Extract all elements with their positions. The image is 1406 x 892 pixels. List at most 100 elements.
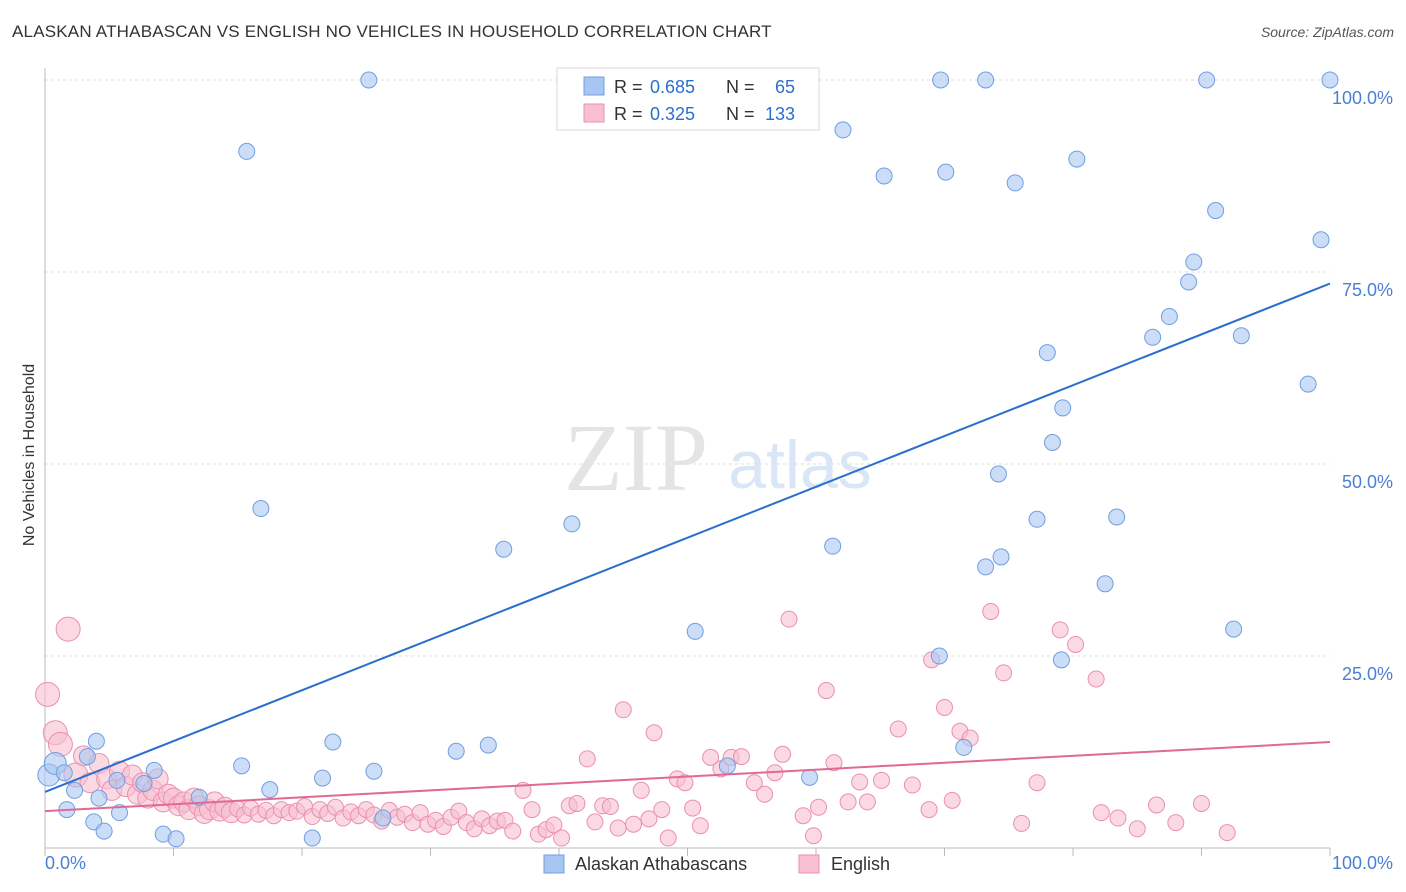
english-point-74 bbox=[553, 829, 571, 847]
athabascan-point-15 bbox=[167, 830, 185, 848]
gridlines bbox=[45, 79, 1330, 657]
athabascan-point-19 bbox=[252, 500, 270, 518]
athabascan-n-value: 65 bbox=[775, 77, 795, 97]
english-point-87 bbox=[653, 801, 671, 819]
athabascan-point-24 bbox=[360, 71, 378, 89]
english-point-129 bbox=[1148, 796, 1166, 814]
english-point-124 bbox=[1067, 635, 1085, 653]
english-point-103 bbox=[804, 827, 822, 845]
athabascan-point-51 bbox=[1068, 150, 1086, 168]
english-point-77 bbox=[578, 750, 596, 768]
english-point-81 bbox=[609, 819, 627, 837]
athabascan-r-label: R = bbox=[614, 77, 643, 97]
english-point-84 bbox=[632, 781, 650, 799]
athabascan-point-28 bbox=[479, 736, 497, 754]
athabascan-point-40 bbox=[955, 738, 973, 756]
english-point-132 bbox=[1218, 824, 1236, 842]
english-point-92 bbox=[691, 817, 709, 835]
athabascan-point-9 bbox=[95, 822, 113, 840]
series-legend: Alaskan Athabascans English bbox=[543, 854, 890, 874]
english-point-91 bbox=[684, 799, 702, 817]
english-point-107 bbox=[839, 793, 857, 811]
english-point-78 bbox=[586, 813, 604, 831]
watermark-atlas: atlas bbox=[728, 427, 872, 503]
english-point-3 bbox=[55, 616, 81, 642]
y-tick-labels: 25.0% 50.0% 75.0% 100.0% bbox=[1332, 88, 1393, 684]
athabascan-point-61 bbox=[1232, 327, 1250, 345]
athabascan-point-49 bbox=[1052, 651, 1070, 669]
athabascan-point-18 bbox=[238, 142, 256, 160]
english-point-116 bbox=[943, 791, 961, 809]
athabascan-point-41 bbox=[977, 71, 995, 89]
x-tick-labels: 0.0% 100.0% bbox=[45, 853, 1393, 873]
english-point-112 bbox=[903, 776, 921, 794]
english-point-127 bbox=[1109, 809, 1127, 827]
athabascan-point-29 bbox=[495, 540, 513, 558]
english-point-128 bbox=[1128, 820, 1146, 838]
athabascan-point-46 bbox=[1028, 510, 1046, 528]
athabascan-point-53 bbox=[1108, 508, 1126, 526]
athabascan-point-17 bbox=[233, 757, 251, 775]
athabascan-point-63 bbox=[1312, 231, 1330, 249]
athabascan-point-32 bbox=[718, 757, 736, 775]
athabascan-swatch bbox=[583, 76, 605, 96]
athabascan-point-34 bbox=[824, 537, 842, 555]
english-point-106 bbox=[825, 754, 843, 772]
legend-swatch-english bbox=[798, 854, 820, 874]
athabascan-point-25 bbox=[365, 762, 383, 780]
watermark-zip: ZIP bbox=[564, 404, 708, 511]
y-tick-label: 50.0% bbox=[1342, 472, 1393, 492]
english-point-0 bbox=[35, 681, 61, 707]
english-point-82 bbox=[614, 701, 632, 719]
trend-lines bbox=[44, 282, 1331, 813]
english-point-97 bbox=[745, 774, 763, 792]
athabascan-point-35 bbox=[834, 121, 852, 139]
athabascan-point-48 bbox=[1043, 433, 1061, 451]
english-point-76 bbox=[568, 794, 586, 812]
english-point-93 bbox=[702, 748, 720, 766]
english-r-value: 0.325 bbox=[650, 104, 695, 124]
english-point-100 bbox=[774, 745, 792, 763]
athabascan-point-10 bbox=[111, 804, 129, 822]
athabascan-point-55 bbox=[1160, 308, 1178, 326]
athabascan-point-39 bbox=[937, 163, 955, 181]
english-point-109 bbox=[858, 793, 876, 811]
english-point-68 bbox=[504, 822, 522, 840]
english-point-101 bbox=[780, 610, 798, 628]
athabascan-point-5 bbox=[78, 748, 96, 766]
athabascan-point-54 bbox=[1144, 328, 1162, 346]
english-n-value: 133 bbox=[765, 104, 795, 124]
y-tick-label: 100.0% bbox=[1332, 88, 1393, 108]
legend-swatch-athabascans bbox=[543, 854, 565, 874]
english-point-121 bbox=[1013, 814, 1031, 832]
athabascan-point-60 bbox=[1225, 620, 1243, 638]
y-tick-label: 25.0% bbox=[1342, 664, 1393, 684]
english-point-126 bbox=[1092, 804, 1110, 822]
athabascan-point-47 bbox=[1038, 344, 1056, 362]
athabascan-point-31 bbox=[686, 622, 704, 640]
english-point-119 bbox=[982, 602, 1000, 620]
athabascan-point-36 bbox=[875, 167, 893, 185]
english-r-label: R = bbox=[614, 104, 643, 124]
legend-label-english: English bbox=[831, 854, 890, 874]
english-point-123 bbox=[1051, 621, 1069, 639]
english-point-131 bbox=[1193, 794, 1210, 812]
english-point-104 bbox=[810, 798, 828, 816]
english-n-label: N = bbox=[726, 104, 755, 124]
chart-title: ALASKAN ATHABASCAN VS ENGLISH NO VEHICLE… bbox=[12, 22, 772, 41]
athabascan-point-43 bbox=[989, 465, 1007, 483]
athabascan-point-56 bbox=[1180, 273, 1198, 291]
english-point-88 bbox=[659, 829, 677, 847]
english-point-70 bbox=[523, 801, 541, 819]
athabascan-point-27 bbox=[447, 742, 465, 760]
athabascan-point-57 bbox=[1185, 253, 1203, 271]
english-trend-line bbox=[44, 741, 1331, 813]
source-credit: Source: ZipAtlas.com bbox=[1260, 24, 1394, 40]
athabascan-point-11 bbox=[108, 771, 126, 789]
athabascan-point-42 bbox=[977, 558, 995, 576]
athabascan-r-value: 0.685 bbox=[650, 77, 695, 97]
english-point-90 bbox=[676, 774, 694, 792]
athabascan-point-22 bbox=[314, 769, 332, 787]
english-point-102 bbox=[794, 807, 812, 825]
english-point-85 bbox=[640, 810, 658, 828]
